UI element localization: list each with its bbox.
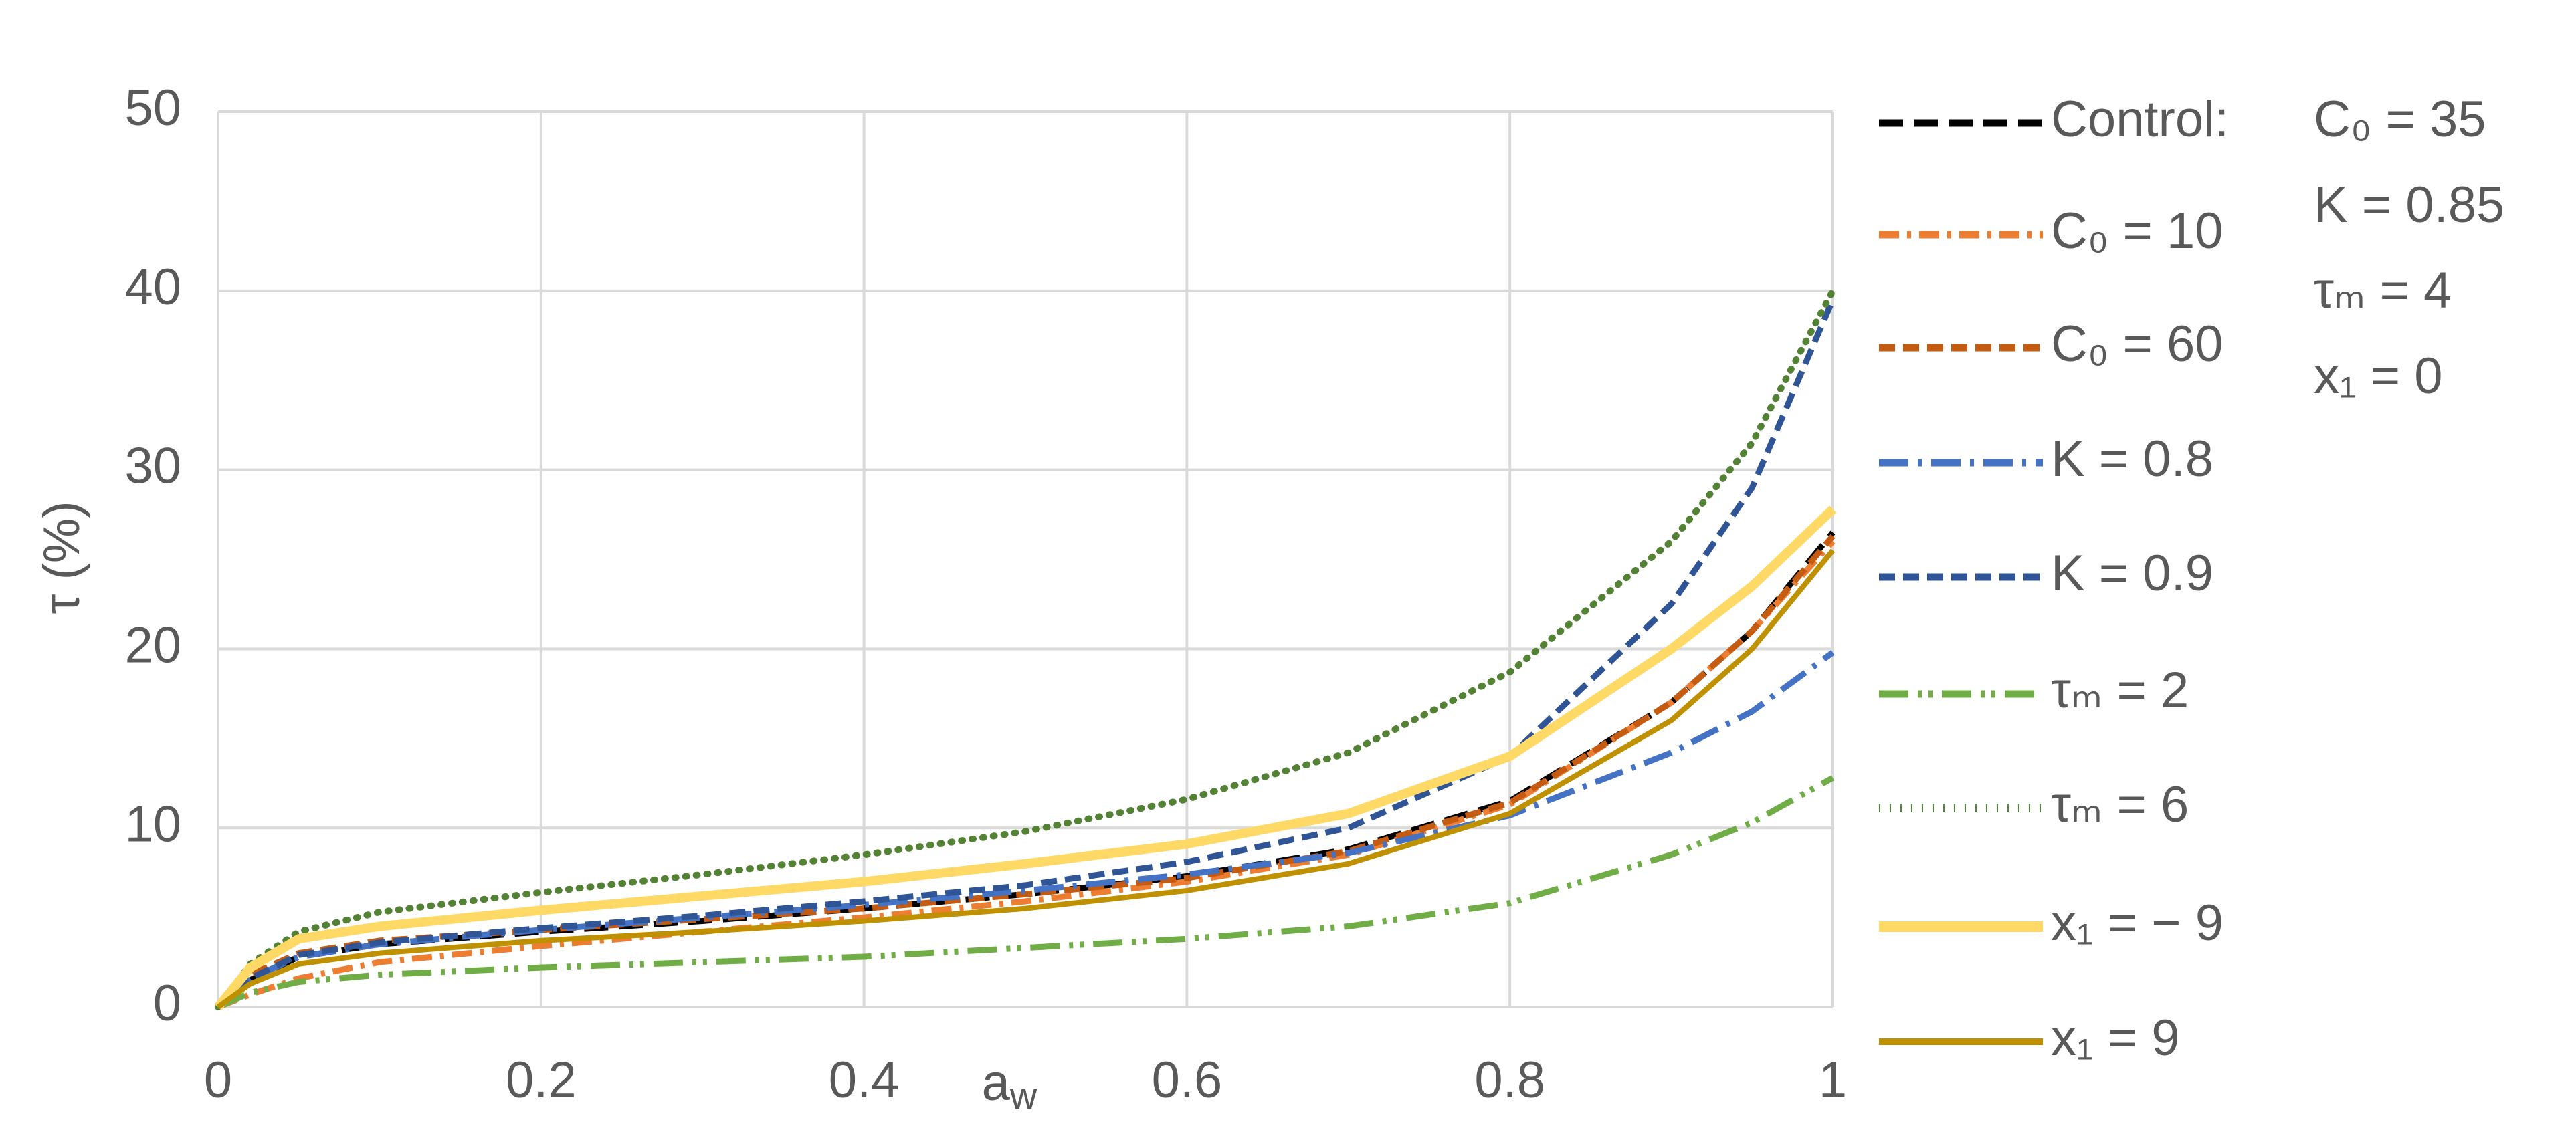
series-line: [217, 539, 1836, 1010]
legend-label: x₁ = 9: [2051, 1010, 2180, 1066]
y-tick-label: 40: [124, 259, 181, 316]
legend-label: τₘ = 2: [2051, 662, 2189, 719]
y-tick-label: 0: [153, 975, 181, 1032]
legend-label: K = 0.9: [2051, 545, 2213, 602]
series-line: [216, 298, 1836, 1010]
legend-label: C₀ = 60: [2051, 316, 2223, 372]
x-tick-label: 0.8: [1474, 1052, 1545, 1109]
x-axis-label-base: a: [982, 1054, 1011, 1111]
x-tick-label: 0.2: [506, 1052, 577, 1109]
y-axis-label: τ (%): [33, 501, 90, 614]
legend-label: K = 0.8: [2051, 431, 2213, 487]
y-tick-label: 10: [124, 796, 181, 852]
series-line: [217, 775, 1835, 1010]
series-line: [216, 548, 1836, 1010]
x-axis-label: aw: [982, 1054, 1037, 1117]
y-tick-label: 20: [124, 616, 181, 673]
x-tick-label: 1: [1819, 1052, 1847, 1109]
x-tick-label: 0.6: [1152, 1052, 1223, 1109]
x-tick-label: 0: [204, 1052, 232, 1109]
legend-label: x₁ = − 9: [2051, 895, 2223, 951]
x-axis-label-subscript: w: [1009, 1074, 1037, 1117]
series-line: [215, 287, 1836, 1010]
y-tick-label: 30: [124, 438, 181, 495]
legend-label: C₀ = 10: [2051, 203, 2223, 259]
legend-label: τₘ = 6: [2051, 776, 2189, 833]
annotation: C₀ = 35: [2314, 91, 2486, 148]
x-tick-label: 0.4: [829, 1052, 900, 1109]
annotation: x₁ = 0: [2314, 348, 2443, 405]
annotation: τₘ = 4: [2314, 262, 2452, 319]
y-tick-label: 50: [124, 80, 181, 136]
annotation: K = 0.85: [2314, 177, 2504, 233]
series-line: [214, 505, 1836, 1010]
legend-label: Control:: [2051, 91, 2229, 148]
